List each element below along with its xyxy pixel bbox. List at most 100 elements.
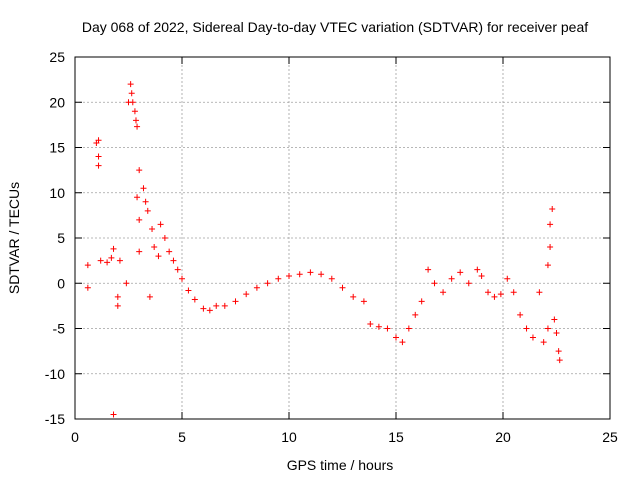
data-point-plus: [149, 225, 156, 232]
data-point-plus: [95, 162, 102, 169]
data-point-plus: [136, 167, 143, 174]
data-point-plus: [275, 275, 282, 282]
data-point-plus: [553, 330, 560, 337]
x-tick-label: 20: [495, 429, 511, 445]
data-point-plus: [412, 311, 419, 318]
data-point-plus: [318, 271, 325, 278]
data-point-plus: [523, 325, 530, 332]
data-point-plus: [134, 194, 141, 201]
data-point-plus: [399, 339, 406, 346]
data-point-plus: [418, 298, 425, 305]
y-tick-labels: -15 -10 -5 0 5 10 15 20 25: [45, 49, 65, 427]
data-point-plus: [307, 269, 314, 276]
data-point-plus: [142, 198, 149, 205]
x-tick-label: 15: [388, 429, 404, 445]
data-point-plus: [131, 108, 138, 115]
data-point-plus: [529, 334, 536, 341]
data-point-plus: [84, 284, 91, 291]
data-point-plus: [127, 81, 134, 88]
data-point-plus: [425, 266, 432, 273]
data-point-plus: [474, 266, 481, 273]
data-point-plus: [544, 325, 551, 332]
data-point-plus: [328, 275, 335, 282]
data-point-plus: [264, 280, 271, 287]
data-point-plus: [485, 289, 492, 296]
data-point-plus: [551, 316, 558, 323]
y-tick-label: 0: [57, 275, 65, 291]
x-tick-label: 5: [178, 429, 186, 445]
data-point-plus: [136, 216, 143, 223]
data-point-plus: [497, 291, 504, 298]
y-tick-label: 15: [49, 140, 65, 156]
data-point-plus: [504, 275, 511, 282]
axis-ticks: [74, 56, 611, 420]
data-point-plus: [375, 323, 382, 330]
data-point-plus: [132, 117, 139, 124]
data-point-plus: [491, 293, 498, 300]
data-point-plus: [465, 280, 472, 287]
data-point-plus: [431, 280, 438, 287]
data-point-plus: [114, 293, 121, 300]
data-point-plus: [448, 275, 455, 282]
data-point-plus: [144, 207, 151, 214]
data-point-plus: [161, 235, 168, 241]
data-point-plus: [540, 339, 547, 346]
data-point-plus: [232, 298, 239, 305]
data-point-plus: [547, 244, 554, 251]
data-point-plus: [84, 262, 91, 269]
data-point-plus: [360, 298, 367, 305]
y-tick-label: -15: [45, 411, 65, 427]
data-point-plus: [129, 99, 136, 106]
data-point-plus: [151, 244, 158, 251]
data-point-plus: [457, 269, 464, 276]
data-point-plus: [136, 248, 143, 255]
x-tick-label: 10: [281, 429, 297, 445]
data-point-plus: [286, 273, 292, 280]
data-point-plus: [393, 334, 399, 341]
data-point-plus: [170, 257, 177, 264]
x-tick-label: 25: [602, 429, 618, 445]
y-tick-label: -10: [45, 366, 65, 382]
data-point-plus: [134, 123, 141, 130]
data-point-plus: [166, 248, 173, 255]
data-point-plus: [517, 311, 524, 318]
data-point-plus: [179, 275, 185, 282]
data-point-plus: [384, 325, 391, 332]
data-point-plus: [116, 257, 123, 264]
data-point-plus: [97, 257, 104, 264]
data-point-plus: [95, 153, 102, 160]
data-point-plus: [549, 206, 556, 213]
x-axis-title: GPS time / hours: [287, 457, 394, 473]
data-point-plus: [478, 273, 485, 280]
data-points: [84, 81, 563, 418]
data-point-plus: [114, 302, 121, 309]
data-point-plus: [200, 305, 207, 312]
data-point-plus: [110, 411, 117, 418]
data-point-plus: [350, 293, 357, 300]
data-point-plus: [547, 221, 554, 228]
data-point-plus: [104, 259, 111, 266]
data-point-plus: [123, 280, 130, 287]
data-point-plus: [140, 185, 147, 192]
y-axis-title: SDTVAR / TECUs: [6, 182, 22, 294]
y-tick-label: 25: [49, 49, 65, 65]
y-tick-label: 10: [49, 185, 65, 201]
data-point-plus: [157, 221, 164, 228]
data-point-plus: [339, 284, 346, 291]
data-point-plus: [544, 262, 551, 269]
data-point-plus: [253, 284, 260, 291]
data-point-plus: [296, 271, 303, 278]
y-tick-label: 20: [49, 94, 65, 110]
data-point-plus: [405, 325, 412, 332]
data-point-plus: [174, 266, 181, 273]
data-point-plus: [95, 137, 102, 144]
y-tick-label: 5: [57, 230, 65, 246]
data-point-plus: [108, 254, 115, 261]
data-point-plus: [155, 253, 162, 260]
data-point-plus: [367, 320, 374, 327]
data-point-plus: [110, 245, 117, 252]
data-point-plus: [243, 291, 250, 298]
data-point-plus: [536, 289, 543, 296]
